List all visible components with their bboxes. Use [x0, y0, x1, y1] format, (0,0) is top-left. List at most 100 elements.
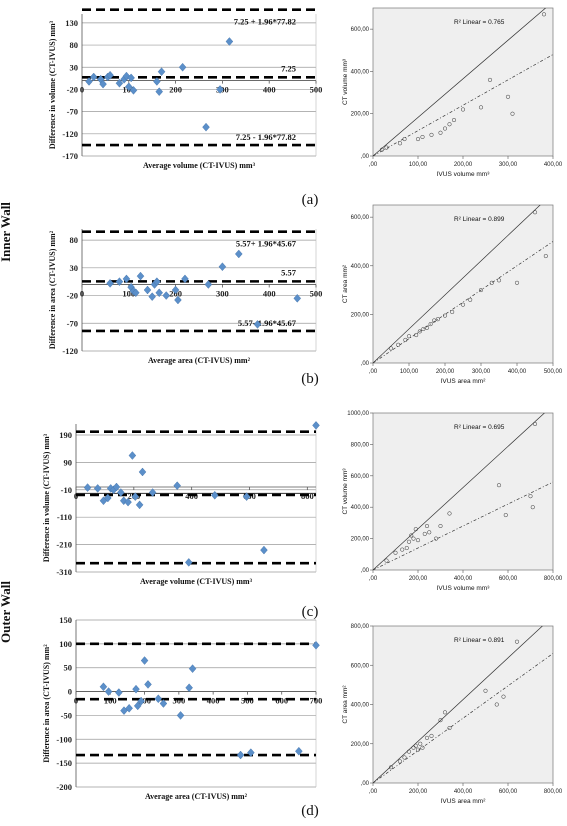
scatter-panel-2: 1000,00 800,00 600,00 400,00 200,00 ,00 ,00 200… — [342, 411, 563, 592]
x-tick-label: 200,00 — [409, 576, 428, 582]
data-point — [505, 94, 511, 99]
data-point — [117, 488, 125, 497]
y-tick-label: 190 — [59, 430, 72, 440]
x-tick-label: 300 — [172, 696, 185, 706]
data-point — [402, 755, 407, 760]
data-point — [429, 132, 434, 137]
data-point — [122, 71, 131, 81]
y-tick-label: -20 — [67, 84, 78, 94]
data-point — [404, 545, 409, 551]
x-tick-label: ,00 — [369, 369, 378, 375]
data-point — [428, 322, 433, 327]
data-point — [99, 682, 108, 692]
data-point — [112, 482, 121, 492]
x-tick-label: 500 — [310, 85, 323, 95]
data-point — [388, 346, 394, 351]
x-axis-label: IVUS volume mm³ — [437, 585, 491, 592]
data-point — [442, 126, 448, 131]
x-tick-label: 200 — [169, 85, 182, 95]
x-tick-label: ,00 — [369, 576, 378, 582]
y-tick-label: -200 — [56, 782, 72, 792]
panel-label: (b) — [301, 371, 319, 387]
data-point — [438, 130, 443, 135]
data-point — [496, 278, 502, 283]
y-tick-label: 30 — [70, 62, 79, 72]
data-point — [204, 280, 213, 289]
x-tick-label: ,00 — [369, 162, 378, 168]
data-point — [93, 484, 102, 493]
data-point — [235, 249, 243, 259]
data-point — [510, 111, 515, 116]
data-point — [148, 292, 156, 301]
data-point — [89, 72, 98, 82]
x-tick-label: 100 — [104, 696, 117, 706]
x-tick-label: 800,00 — [544, 576, 563, 582]
panel-label: (c) — [302, 604, 319, 620]
y-tick-label: ,00 — [361, 361, 370, 367]
data-point — [496, 483, 502, 488]
data-point — [119, 496, 128, 506]
fit-line — [373, 54, 553, 156]
data-point — [174, 295, 182, 305]
x-tick-label: 500,00 — [544, 369, 563, 375]
data-point — [442, 313, 448, 318]
data-point — [129, 86, 138, 95]
data-point — [218, 262, 227, 272]
data-point — [451, 118, 457, 123]
y-tick-label: 800,00 — [351, 442, 370, 448]
x-axis-label: IVUS area mm² — [441, 798, 487, 805]
y-tick-label: 1000,00 — [347, 411, 369, 417]
regression-lines — [373, 626, 553, 783]
panel-label: (d) — [301, 803, 319, 819]
x-tick-label: 200 — [138, 696, 151, 706]
data-point — [409, 533, 414, 538]
x-tick-label: 400,00 — [454, 576, 473, 582]
data-point — [483, 688, 488, 693]
identity-line — [373, 205, 541, 363]
y-tick-label: 0 — [68, 687, 72, 697]
data-point — [225, 37, 234, 46]
y-tick-label: 400,00 — [351, 69, 370, 75]
data-point — [104, 687, 113, 696]
y-tick-label: 600,00 — [351, 474, 370, 480]
data-point — [397, 759, 403, 764]
y-tick-label: 200,00 — [351, 537, 370, 543]
y-tick-label: -20 — [67, 291, 78, 301]
data-point — [153, 77, 161, 86]
data-point — [403, 337, 408, 342]
x-tick-label: 200,00 — [436, 369, 455, 375]
x-axis-label: Average volume (CT-IVUS) mm³ — [143, 161, 256, 170]
data-point — [137, 696, 145, 706]
data-point — [115, 688, 123, 697]
y-tick-label: -210 — [56, 540, 72, 550]
y-axis-label: Difference in volume (CT-IVUS) mm³ — [42, 433, 51, 562]
data-point — [396, 342, 401, 347]
y-tick-label: -70 — [67, 318, 78, 328]
data-point — [247, 748, 255, 757]
data-point — [514, 280, 520, 285]
data-point — [421, 326, 426, 332]
scatter-panel-0: 600,00 400,00 200,00 ,00 ,00 100,00 200,00 300,… — [342, 7, 563, 178]
y-tick-label: -120 — [62, 129, 78, 139]
x-tick-label: 600,00 — [499, 789, 518, 795]
data-point — [135, 500, 144, 510]
plot-area — [372, 7, 554, 157]
data-point — [312, 640, 320, 650]
x-tick-label: 0 — [80, 85, 84, 95]
r-squared-label: R² Linear = 0.899 — [454, 216, 505, 223]
data-point — [136, 271, 145, 281]
data-point — [478, 105, 484, 110]
data-point — [450, 309, 455, 315]
x-tick-label: 600,00 — [499, 576, 518, 582]
identity-line — [373, 413, 545, 570]
data-point — [424, 735, 430, 740]
data-point — [400, 547, 405, 552]
x-tick-label: 800,00 — [544, 789, 563, 795]
data-point — [413, 743, 418, 748]
data-point — [106, 279, 114, 288]
fit-line — [373, 481, 553, 570]
y-axis-label: Difference in area (CT-IVUS) mm² — [42, 644, 51, 763]
data-point — [211, 490, 219, 500]
data-point — [393, 550, 398, 555]
